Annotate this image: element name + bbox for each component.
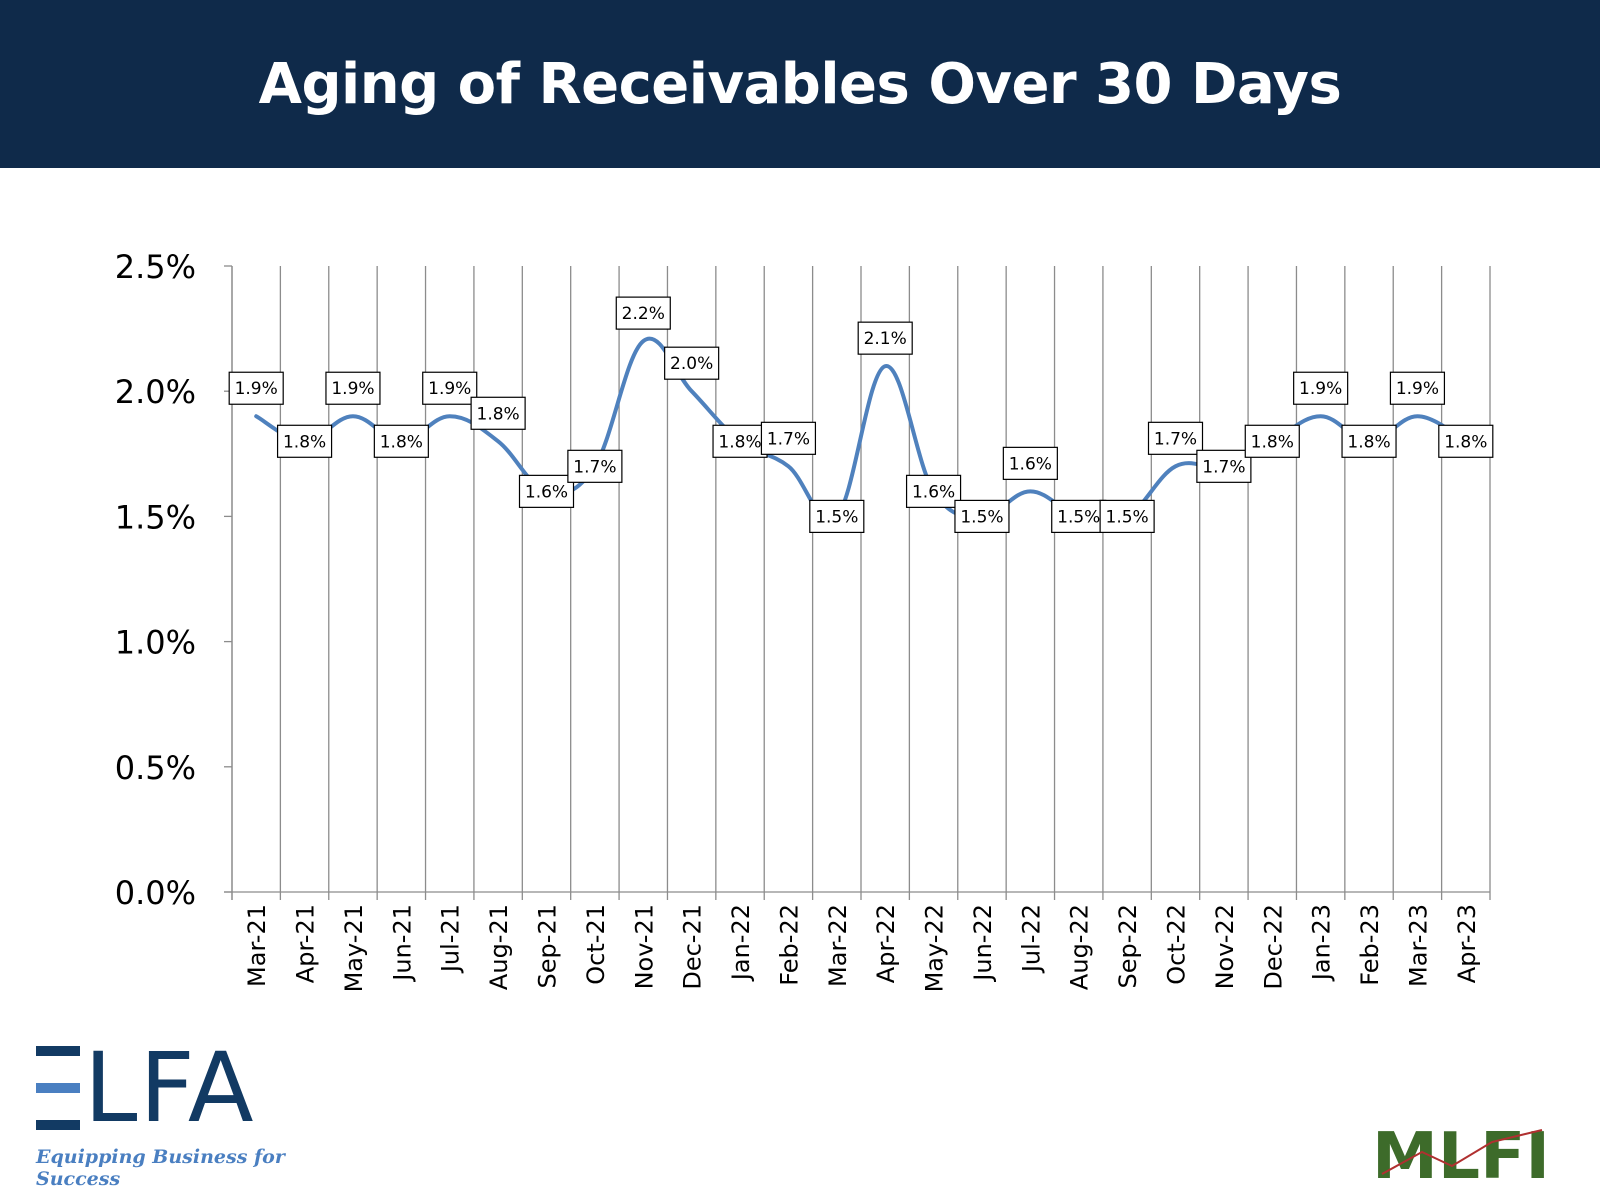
data-label-box: [905, 474, 962, 508]
x-tick-label: Feb-23: [1356, 904, 1384, 986]
x-tick-label: Apr-23: [1453, 904, 1481, 983]
data-label: 1.8%: [1251, 432, 1294, 452]
data-label: 1.9%: [1396, 379, 1439, 399]
x-tick-label: Sep-22: [1114, 904, 1142, 988]
data-label-box: [422, 371, 478, 405]
data-label: 1.5%: [960, 507, 1003, 527]
data-label-box: [470, 396, 526, 430]
data-label-box: [760, 421, 817, 455]
data-label-box: [1051, 499, 1107, 533]
data-label: 1.8%: [477, 404, 520, 424]
x-tick-label: May-21: [340, 904, 368, 992]
x-tick-label: Aug-22: [1066, 904, 1094, 990]
data-label: 1.8%: [1347, 432, 1390, 452]
data-label: 1.5%: [1057, 507, 1100, 527]
data-label-box: [567, 449, 623, 483]
y-tick-label: 0.0%: [115, 874, 196, 912]
elfa-e-mark-icon: [36, 1046, 80, 1130]
data-label: 1.5%: [815, 507, 858, 527]
y-tick-label: 1.0%: [115, 624, 196, 662]
data-label: 1.9%: [331, 379, 374, 399]
data-label-box: [228, 371, 284, 405]
data-label: 1.9%: [428, 379, 471, 399]
data-label-box: [954, 499, 1010, 533]
data-label-box: [1389, 371, 1446, 405]
x-tick-label: Dec-21: [679, 904, 707, 990]
mlfi-logo: MLFI: [1372, 1122, 1550, 1182]
x-tick-label: Nov-21: [630, 904, 658, 989]
data-label-box: [1002, 446, 1058, 480]
data-label: 1.8%: [1444, 432, 1487, 452]
data-label-box: [1244, 424, 1300, 458]
data-label-box: [857, 321, 913, 355]
data-label: 1.7%: [573, 457, 616, 477]
data-label: 1.9%: [1299, 379, 1342, 399]
data-label-box: [373, 424, 429, 458]
data-label-box: [1196, 449, 1252, 483]
x-tick-label: Apr-21: [292, 904, 320, 983]
data-label-box: [712, 424, 768, 458]
mlfi-trend-icon: [1381, 1129, 1543, 1175]
data-label: 1.7%: [767, 429, 810, 449]
data-label-box: [1293, 371, 1349, 405]
x-tick-label: Apr-22: [872, 904, 900, 983]
data-label-box: [1147, 421, 1204, 455]
x-tick-label: Jan-23: [1308, 904, 1336, 982]
x-tick-label: Jun-22: [969, 904, 997, 983]
data-label-box: [1341, 424, 1397, 458]
data-label: 1.9%: [235, 379, 278, 399]
elfa-wordmark: LFA: [84, 1032, 256, 1144]
x-tick-label: Jul-21: [437, 904, 465, 974]
y-tick-label: 2.0%: [115, 373, 196, 411]
data-label: 1.8%: [380, 432, 423, 452]
data-label: 1.6%: [525, 482, 568, 502]
data-label: 1.6%: [1009, 454, 1052, 474]
y-tick-label: 2.5%: [115, 248, 196, 286]
x-tick-label: Mar-22: [824, 904, 852, 987]
y-tick-label: 1.5%: [115, 498, 196, 536]
mlfi-wordmark: MLFI: [1372, 1122, 1550, 1182]
data-label: 2.2%: [622, 304, 665, 324]
elfa-tagline: Equipping Business for Success: [36, 1146, 285, 1190]
data-label-box: [809, 499, 865, 533]
data-label-box: [615, 296, 671, 330]
x-tick-label: Sep-21: [534, 904, 562, 988]
x-tick-label: Oct-22: [1163, 904, 1191, 985]
x-tick-label: Oct-21: [582, 904, 610, 985]
data-label: 2.1%: [864, 329, 907, 349]
data-label: 1.8%: [718, 432, 761, 452]
x-tick-label: Jan-22: [727, 904, 755, 982]
data-label-box: [1438, 424, 1494, 458]
data-label-box: [518, 474, 575, 508]
x-tick-label: Feb-22: [775, 904, 803, 986]
elfa-logo: LFA Equipping Business for Success: [36, 1032, 356, 1190]
x-tick-label: Nov-22: [1211, 904, 1239, 989]
data-label: 1.8%: [283, 432, 326, 452]
data-label: 1.7%: [1154, 429, 1197, 449]
data-label: 2.0%: [670, 354, 713, 374]
x-tick-label: Mar-21: [243, 904, 271, 987]
data-label-box: [1099, 499, 1155, 533]
data-label: 1.6%: [912, 482, 955, 502]
page-title: Aging of Receivables Over 30 Days: [258, 51, 1342, 117]
line-chart: 0.0% 0.5% 1.0% 1.5% 2.0% 2.5% Mar-21 Apr-21 May-…: [115, 248, 1494, 992]
data-label-box: [276, 424, 333, 458]
data-label-box: [664, 346, 720, 380]
x-tick-label: Aug-21: [485, 904, 513, 990]
x-tick-label: Dec-22: [1259, 904, 1287, 990]
x-tick-label: Jun-21: [388, 904, 416, 983]
y-tick-label: 0.5%: [115, 749, 196, 787]
x-tick-label: Jul-22: [1017, 904, 1045, 974]
data-label-box: [325, 371, 381, 405]
x-tick-label: May-22: [921, 904, 949, 992]
data-label: 1.7%: [1202, 457, 1245, 477]
x-tick-label: Mar-23: [1404, 904, 1432, 987]
data-label: 1.5%: [1106, 507, 1149, 527]
header-banner: Aging of Receivables Over 30 Days: [0, 0, 1600, 168]
